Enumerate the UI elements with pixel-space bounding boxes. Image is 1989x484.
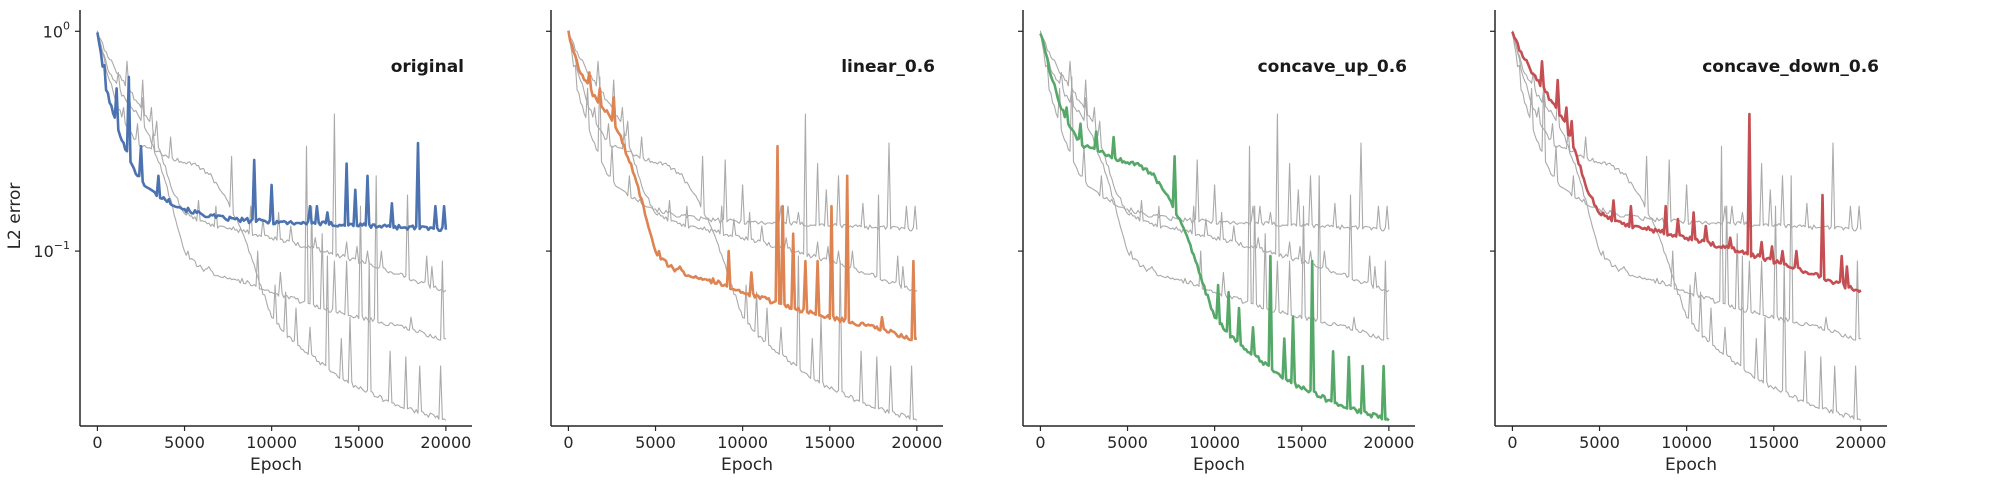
panel-0: 0 5000 10000 15000 20000 Epoch 100 10−1 original xyxy=(33,10,472,475)
y-tick-label: 10−1 xyxy=(33,239,70,261)
series-line xyxy=(96,32,448,233)
x-tick-label: 0 xyxy=(92,433,102,452)
x-tick-label: 15000 xyxy=(1276,433,1327,452)
panel-title: linear_0.6 xyxy=(841,57,935,77)
background-series-3 xyxy=(96,31,447,293)
background-series-0 xyxy=(567,32,918,232)
x-tick-label: 20000 xyxy=(1363,433,1414,452)
panel-2: 0 5000 10000 15000 20000 Epoch concave_up_0.6 xyxy=(1018,10,1415,475)
x-tick-label: 0 xyxy=(1507,433,1517,452)
x-tick-label: 5000 xyxy=(1107,433,1148,452)
background-series-2 xyxy=(96,33,447,421)
panel-3: 0 5000 10000 15000 20000 Epoch concave_down_0.… xyxy=(1490,10,1887,475)
x-axis-label: Epoch xyxy=(721,455,773,475)
x-tick-label: 0 xyxy=(563,433,573,452)
x-tick-label: 10000 xyxy=(717,433,768,452)
x-tick-label: 15000 xyxy=(804,433,855,452)
panel-title: concave_up_0.6 xyxy=(1258,57,1407,77)
background-series-0 xyxy=(1039,32,1390,232)
x-tick-label: 5000 xyxy=(164,433,205,452)
background-series-3 xyxy=(1039,31,1390,293)
x-axis-label: Epoch xyxy=(1193,455,1245,475)
x-tick-label: 20000 xyxy=(891,433,942,452)
y-axis-label: L2 error xyxy=(5,183,25,250)
panel-title: concave_down_0.6 xyxy=(1702,57,1879,77)
x-axis-label: Epoch xyxy=(1665,455,1717,475)
background-series-1 xyxy=(96,30,446,341)
x-tick-label: 20000 xyxy=(420,433,471,452)
x-tick-label: 20000 xyxy=(1835,433,1886,452)
series-line xyxy=(567,30,917,342)
panel-1: 0 5000 10000 15000 20000 Epoch linear_0.6 xyxy=(546,10,943,475)
series-line xyxy=(1511,31,1862,293)
x-tick-label: 15000 xyxy=(1748,433,1799,452)
background-series-0 xyxy=(1511,32,1862,232)
background-series-1 xyxy=(1511,30,1861,341)
x-tick-label: 5000 xyxy=(635,433,676,452)
y-tick-label: 100 xyxy=(43,19,70,41)
background-series-3 xyxy=(567,31,918,293)
panels: 0 5000 10000 15000 20000 Epoch 100 10−1 original… xyxy=(33,10,1887,475)
background-series-1 xyxy=(1039,30,1389,341)
x-tick-label: 15000 xyxy=(333,433,384,452)
panel-title: original xyxy=(391,57,464,77)
x-axis-label: Epoch xyxy=(250,455,302,475)
x-tick-label: 10000 xyxy=(246,433,297,452)
background-series-2 xyxy=(1511,33,1862,421)
x-tick-label: 10000 xyxy=(1661,433,1712,452)
x-tick-label: 0 xyxy=(1035,433,1045,452)
x-tick-label: 10000 xyxy=(1189,433,1240,452)
x-tick-label: 5000 xyxy=(1579,433,1620,452)
series-line xyxy=(1039,33,1390,422)
